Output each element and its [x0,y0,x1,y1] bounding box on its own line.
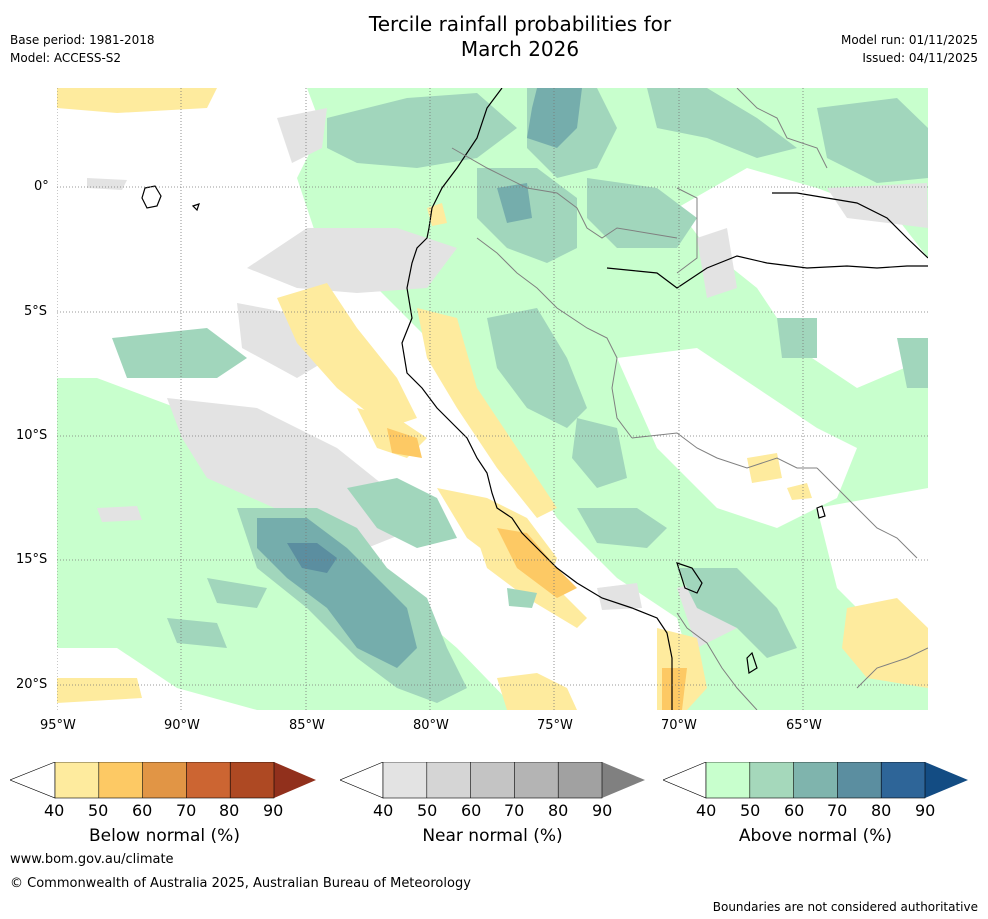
map-title: Tercile rainfall probabilities for March… [0,12,988,62]
lon-label-65w: 65°W [786,718,822,733]
tick-40: 40 [44,801,65,820]
title-line-1: Tercile rainfall probabilities for [368,12,672,36]
colorbar-segment [55,762,99,798]
below-normal-areas [57,88,928,710]
colorbar-extend-high [925,762,968,798]
lat-label-5s: 5°S [24,304,48,319]
tick-80: 80 [219,801,240,820]
lon-label-80w: 80°W [413,718,449,733]
tick-60: 60 [784,801,805,820]
colorbar-segment [426,762,471,798]
colorbar-segment [142,762,187,798]
website-link[interactable]: www.bom.gov.au/climate [10,852,174,867]
lon-label-70w: 70°W [661,718,697,733]
colorbar-extend-low [663,762,707,799]
tick-90: 90 [915,801,936,820]
above-normal-high-areas [112,88,928,703]
colorbar-segment [749,762,794,798]
lat-label-10s: 10°S [16,428,48,443]
tick-40: 40 [696,801,717,820]
tick-50: 50 [88,801,109,820]
lon-label-95w: 95°W [40,718,76,733]
probability-map [57,88,928,710]
tick-60: 60 [461,801,482,820]
model-name: Model: ACCESS-S2 [10,51,122,65]
tick-50: 50 [740,801,761,820]
tick-80: 80 [548,801,569,820]
colorbar-segment [383,762,427,798]
near-normal-label: Near normal (%) [422,826,563,846]
model-run: Model run: 01/11/2025 [840,33,978,47]
tick-80: 80 [871,801,892,820]
tick-40: 40 [373,801,394,820]
colorbar-extend-low [10,762,56,799]
lon-label-75w: 75°W [537,718,573,733]
colorbar-segment [470,762,515,798]
colorbar-segment [706,762,750,798]
colorbar-segment [186,762,231,798]
issued-date: Issued: 04/11/2025 [862,51,978,65]
colorbar-segment [558,762,602,798]
title-line-2: March 2026 [460,37,580,61]
below-normal-label: Below normal (%) [89,826,240,846]
colorbar-segment [881,762,925,798]
lon-label-90w: 90°W [164,718,200,733]
coastline [141,88,928,710]
base-period: Base period: 1981-2018 [10,33,155,47]
above-normal-label: Above normal (%) [738,826,893,846]
colorbar-extend-high [602,762,645,798]
colorbar-segment [514,762,559,798]
tick-90: 90 [592,801,613,820]
copyright: © Commonwealth of Australia 2025, Austra… [10,876,471,891]
colorbar-segment [837,762,882,798]
tick-50: 50 [417,801,438,820]
colorbar-segment [793,762,838,798]
boundaries-disclaimer: Boundaries are not considered authoritat… [712,900,978,914]
colorbar-extend-low [340,762,384,799]
tick-90: 90 [263,801,284,820]
above-normal-colorbar [663,762,968,799]
tick-70: 70 [176,801,197,820]
tick-60: 60 [132,801,153,820]
colorbar-segment [230,762,274,798]
lat-label-20s: 20°S [16,677,48,692]
tick-70: 70 [827,801,848,820]
near-normal-colorbar [340,762,645,799]
graticule [57,88,928,710]
colorbar-extend-high [274,762,316,798]
tick-70: 70 [504,801,525,820]
lon-label-85w: 85°W [289,718,325,733]
below-normal-colorbar [10,762,316,799]
lat-label-15s: 15°S [16,552,48,567]
colorbar-segment [98,762,143,798]
country-borders [451,88,928,710]
lat-label-0: 0° [34,179,49,194]
